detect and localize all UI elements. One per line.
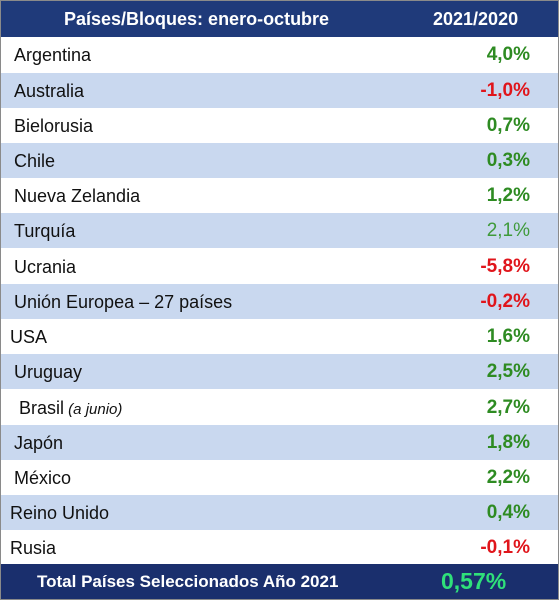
row-country-name: Argentina: [14, 45, 92, 65]
row-value: 2,2%: [486, 467, 530, 488]
row-country-name: Chile: [14, 151, 56, 171]
table-row: Australia -1,0%: [1, 73, 558, 108]
row-country-name: Bielorusia: [14, 116, 94, 136]
row-value: 4,0%: [486, 44, 530, 65]
table-row: Unión Europea – 27 países -0,2%: [1, 284, 558, 319]
row-value: -0,2%: [480, 291, 530, 312]
header-period-label: 2021/2020: [433, 9, 519, 29]
row-value: 1,2%: [486, 185, 530, 206]
total-label: Total Países Seleccionados Año 2021: [37, 572, 339, 591]
table-footer: Total Países Seleccionados Año 2021 0,57…: [1, 564, 558, 599]
row-value: 0,4%: [486, 502, 530, 523]
table-row: Argentina 4,0%: [1, 37, 558, 72]
header-country-label: Países/Bloques: enero-octubre: [64, 9, 330, 29]
row-value: -5,8%: [480, 256, 530, 277]
table-row: Brasil (a junio) 2,7%: [1, 390, 558, 425]
table-row: Nueva Zelandia 1,2%: [1, 178, 558, 213]
row-value: 1,8%: [486, 432, 530, 453]
row-country-name: USA: [10, 327, 48, 347]
table-row: Japón 1,8%: [1, 425, 558, 460]
row-value: 0,7%: [486, 115, 530, 136]
total-value: 0,57%: [441, 568, 507, 594]
row-country-name: Nueva Zelandia: [14, 186, 141, 206]
table-row: Reino Unido 0,4%: [1, 495, 558, 530]
row-value: 2,5%: [486, 361, 530, 382]
table-row: USA 1,6%: [1, 319, 558, 354]
row-country-name: Reino Unido: [10, 503, 110, 523]
row-country-name: Unión Europea – 27 países: [14, 292, 233, 312]
table-row: Rusia -0,1%: [1, 530, 558, 565]
table-row: Chile 0,3%: [1, 143, 558, 178]
row-value: -1,0%: [480, 80, 530, 101]
row-note: (a junio): [64, 401, 123, 418]
table-row: Bielorusia 0,7%: [1, 108, 558, 143]
row-value: 2,7%: [486, 397, 530, 418]
row-country-name: Japón: [14, 433, 64, 453]
table-row: Ucrania -5,8%: [1, 249, 558, 284]
row-country-name: Uruguay: [14, 362, 83, 382]
table-header: Países/Bloques: enero-octubre 2021/2020: [1, 1, 558, 37]
row-country-name: Turquía: [14, 221, 76, 241]
row-country-name: Brasil (a junio): [19, 398, 123, 418]
row-country-name: Ucrania: [14, 257, 77, 277]
row-value: -0,1%: [480, 537, 530, 558]
row-country-name: Rusia: [10, 538, 57, 558]
table-row: Turquía 2,1%: [1, 213, 558, 248]
row-value: 0,3%: [486, 150, 530, 171]
table-row: México 2,2%: [1, 460, 558, 495]
row-country-name: Australia: [14, 81, 85, 101]
row-country-name: México: [14, 468, 72, 488]
table-row: Uruguay 2,5%: [1, 354, 558, 389]
row-value: 2,1%: [486, 220, 530, 241]
row-value: 1,6%: [486, 326, 530, 347]
